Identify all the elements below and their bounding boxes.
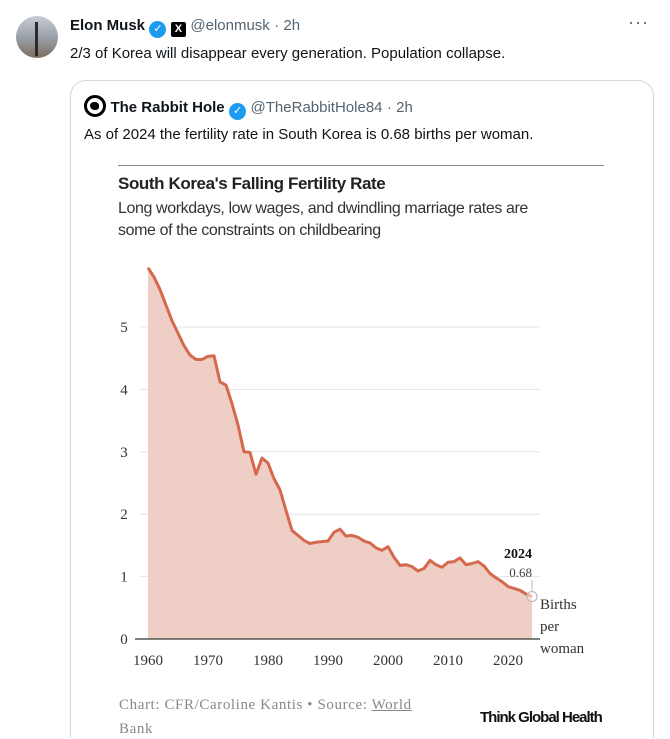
- tweet-time[interactable]: · 2h: [274, 17, 301, 34]
- y-tick-label: 4: [120, 382, 128, 398]
- chart-credit: Chart: CFR/Caroline Kantis • Source: Wor…: [119, 697, 412, 714]
- tweet-text: 2/3 of Korea will disappear every genera…: [70, 45, 506, 62]
- chart-top-rule: [118, 165, 604, 166]
- more-icon[interactable]: ···: [628, 12, 649, 32]
- unit-label-line: woman: [540, 641, 585, 657]
- chart-subtitle-line-2: some of the constraints on childbearing: [118, 222, 381, 239]
- quote-header: The Rabbit Hole ✓ @TheRabbitHole84 · 2h: [84, 95, 413, 120]
- annotation-value: 0.68: [509, 565, 532, 580]
- quote-handle: @TheRabbitHole84: [250, 99, 383, 116]
- unit-label-line: per: [540, 619, 560, 635]
- x-tick-label: 1980: [253, 653, 283, 669]
- y-tick-label: 5: [120, 320, 128, 336]
- credit-text: Chart: CFR/Caroline Kantis • Source:: [119, 697, 372, 713]
- x-tick-label: 2010: [433, 653, 463, 669]
- unit-label: Births per woman: [540, 594, 584, 660]
- y-tick-label: 0: [120, 632, 128, 648]
- verified-badge-icon: ✓: [229, 103, 247, 120]
- tweet-header: Elon Musk ✓ X @elonmusk · 2h: [70, 17, 300, 38]
- fertility-line: [146, 266, 533, 598]
- author-name[interactable]: Elon Musk: [70, 17, 146, 34]
- source-link[interactable]: World: [371, 697, 412, 713]
- author-handle[interactable]: @elonmusk: [190, 17, 270, 34]
- quoted-tweet-card[interactable]: [70, 80, 654, 738]
- x-tick-label: 2020: [493, 653, 523, 669]
- quote-text: As of 2024 the fertility rate in South K…: [84, 126, 534, 143]
- source-link-continued[interactable]: Bank: [119, 721, 154, 737]
- x-tick-label: 1990: [313, 653, 343, 669]
- area-fill: [148, 267, 532, 639]
- brand-logo: Think Global Health: [480, 709, 603, 726]
- annotation-year: 2024: [504, 547, 532, 562]
- unit-label-line: Births: [540, 597, 577, 613]
- x-tick-label: 1960: [133, 653, 163, 669]
- rabbit-hole-avatar-icon: [84, 95, 106, 117]
- y-tick-label: 3: [120, 445, 128, 461]
- avatar[interactable]: [16, 16, 58, 58]
- chart-subtitle-line-1: Long workdays, low wages, and dwindling …: [118, 200, 528, 217]
- x-tick-label: 1970: [193, 653, 223, 669]
- annotation-marker: [526, 590, 538, 603]
- y-tick-label: 1: [120, 570, 128, 586]
- x-tick-label: 2000: [373, 653, 403, 669]
- chart-title: South Korea's Falling Fertility Rate: [118, 174, 386, 193]
- quote-time: · 2h: [386, 99, 413, 116]
- y-tick-label: 2: [120, 507, 128, 523]
- verified-badge-icon: ✓: [149, 21, 167, 38]
- x-affiliate-icon[interactable]: X: [170, 22, 186, 37]
- quote-author-name: The Rabbit Hole: [110, 99, 225, 116]
